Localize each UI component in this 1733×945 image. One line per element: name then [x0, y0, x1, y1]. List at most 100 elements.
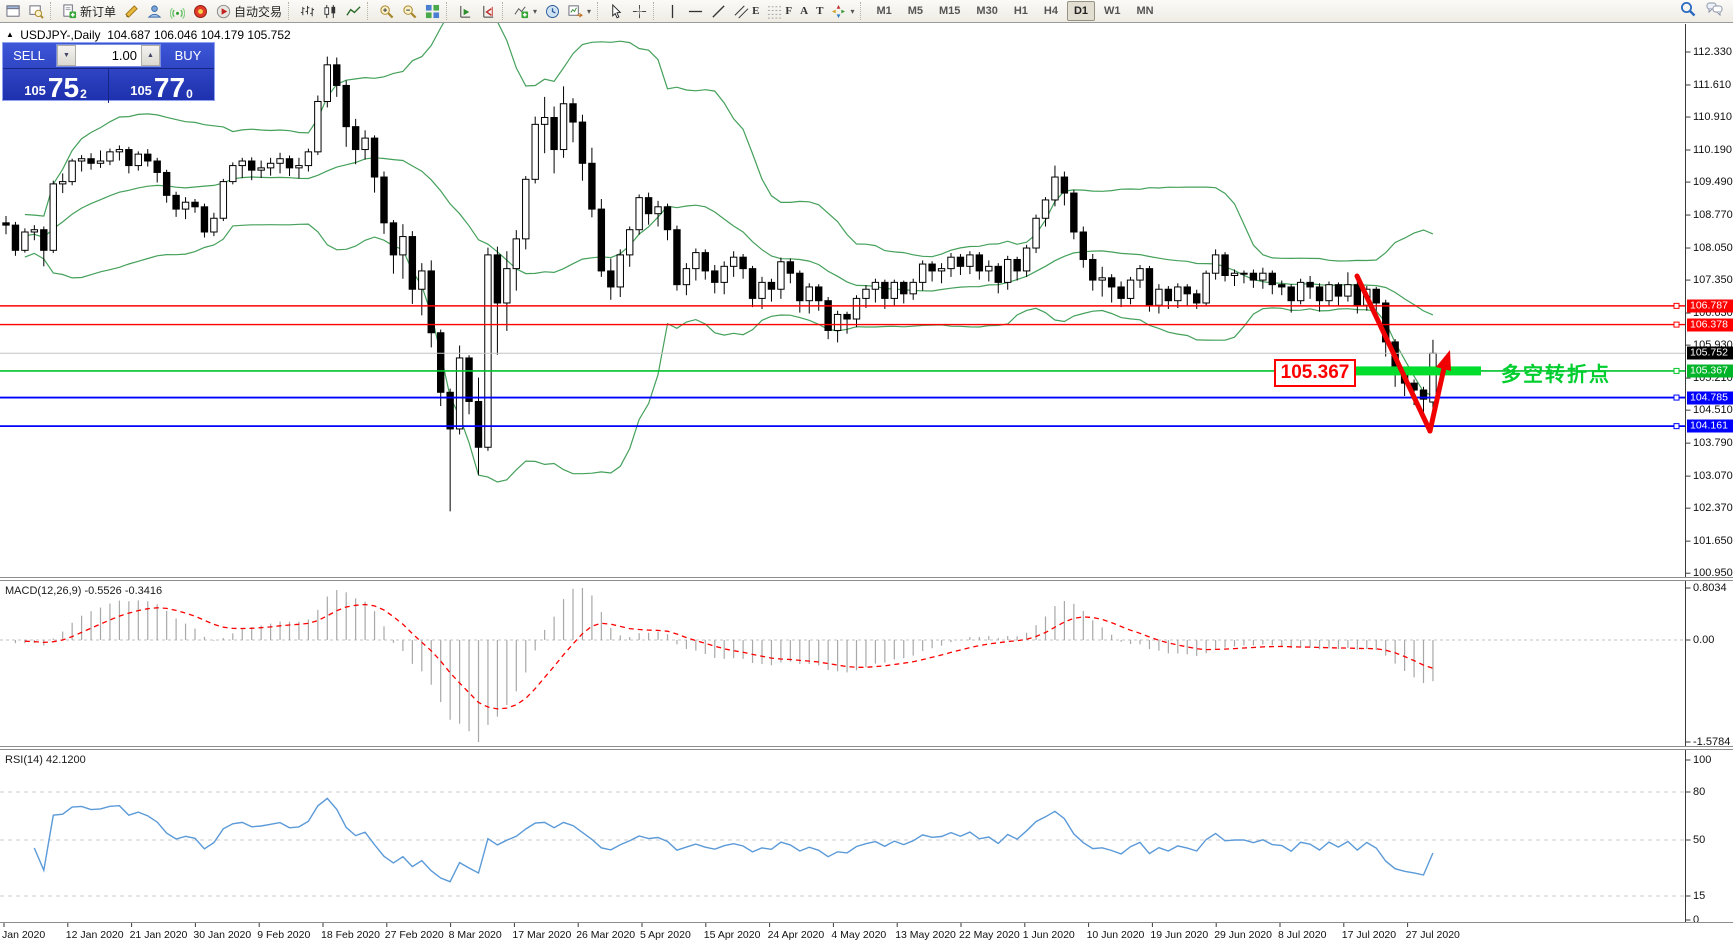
rsi-panel-divider[interactable]: [0, 746, 1733, 750]
candle-body: [40, 229, 48, 251]
zoom-in-button[interactable]: [375, 0, 398, 22]
bollinger-lower-band[interactable]: [24, 223, 1434, 483]
indicators-button[interactable]: ▾: [510, 0, 541, 22]
line-chart-button[interactable]: [342, 0, 365, 22]
zoom-out-button[interactable]: [398, 0, 421, 22]
price-tick-label: 110.190: [1693, 144, 1732, 156]
price-tick-label: 100.950: [1693, 567, 1733, 580]
horizontal-line-button[interactable]: [684, 0, 707, 22]
periods-button[interactable]: [541, 0, 564, 22]
text-glyph-icon: A: [800, 5, 809, 17]
line-handle[interactable]: [1673, 367, 1680, 374]
candle-body: [1060, 176, 1069, 194]
equidistant-channel-button[interactable]: E: [730, 0, 763, 22]
candle-body: [30, 229, 39, 233]
candle-body: [550, 116, 558, 151]
red-arrow-up-stroke[interactable]: [1427, 365, 1447, 434]
arrows-button[interactable]: ▾: [827, 0, 858, 22]
price-annotation-box[interactable]: 105.367: [1274, 359, 1356, 387]
candle-body: [77, 158, 86, 162]
trendline-button[interactable]: [707, 0, 730, 22]
vertical-line-icon: [665, 4, 680, 19]
buy-price[interactable]: 105 77 0: [109, 69, 214, 103]
candle-body: [493, 254, 502, 304]
red-arrow-head: [1436, 350, 1451, 371]
volume-increase-button[interactable]: ▲: [141, 45, 160, 66]
timeframe-button-H4[interactable]: H4: [1043, 5, 1058, 17]
line-handle[interactable]: [1673, 394, 1680, 401]
fibonacci-button[interactable]: F: [763, 0, 796, 22]
rsi-line[interactable]: [33, 797, 1434, 883]
candle-body: [909, 281, 917, 295]
mql-compass-button[interactable]: [120, 0, 143, 22]
text-label-button[interactable]: T: [812, 0, 827, 22]
sell-button[interactable]: SELL: [13, 48, 45, 63]
toolbar-separator: [653, 2, 659, 20]
bollinger-middle-band[interactable]: [24, 157, 1434, 316]
market-button[interactable]: [189, 0, 212, 22]
candle-body: [1259, 272, 1267, 281]
buy-button[interactable]: BUY: [174, 48, 202, 63]
new-order-button[interactable]: 新订单: [58, 0, 120, 22]
auto-scroll-button[interactable]: [454, 0, 477, 22]
candle-body: [1174, 286, 1182, 302]
timeframe-button-W1[interactable]: W1: [1104, 5, 1121, 17]
buy-price-sup: 0: [186, 87, 193, 101]
candle-body: [1306, 281, 1314, 288]
date-label: 4 May 2020: [831, 929, 887, 941]
line-handle[interactable]: [1673, 302, 1680, 309]
candle-body: [1098, 277, 1106, 281]
candle-body: [1089, 258, 1097, 281]
candlestick-chart-button[interactable]: [319, 0, 342, 22]
sell-price[interactable]: 105 75 2: [3, 69, 109, 103]
crosshair-button[interactable]: [628, 0, 651, 22]
candle-body: [682, 268, 691, 286]
search-icon[interactable]: [1680, 1, 1696, 22]
macd-signal-line[interactable]: [24, 603, 1434, 710]
candle-body: [654, 206, 662, 215]
candle-body: [210, 217, 218, 233]
timeframe-button-M1[interactable]: M1: [876, 5, 892, 17]
one-click-trade-panel: SELL ▼ 1.00 ▲ BUY 105 75 2 105 77 0: [2, 42, 215, 103]
green-highlight-bar[interactable]: [1352, 366, 1481, 376]
volume-stepper: ▼ 1.00 ▲: [56, 44, 161, 67]
community-button[interactable]: [143, 0, 166, 22]
chart-shift-button[interactable]: [477, 0, 500, 22]
preview-button[interactable]: [25, 0, 48, 22]
candle-body: [644, 197, 653, 215]
candle-body: [1126, 279, 1135, 299]
candle-body: [11, 224, 20, 251]
timeframe-button-MN[interactable]: MN: [1136, 5, 1154, 17]
line-handle[interactable]: [1673, 423, 1680, 430]
candle-body: [956, 256, 965, 267]
tile-windows-button[interactable]: [421, 0, 444, 22]
chat-icon[interactable]: [1706, 1, 1723, 21]
bar-chart-button[interactable]: [296, 0, 319, 22]
timeframe-button-M30[interactable]: M30: [976, 5, 998, 17]
timeframe-button-M5[interactable]: M5: [907, 5, 924, 17]
red-arrow-down-stroke[interactable]: [1354, 273, 1433, 434]
charts-window-button[interactable]: [2, 0, 25, 22]
timeframe-button-H1[interactable]: H1: [1013, 5, 1028, 17]
candle-body: [200, 206, 209, 233]
macd-panel-divider[interactable]: [0, 577, 1733, 581]
text-button[interactable]: A: [796, 0, 812, 22]
bollinger-upper-band[interactable]: [24, 3, 1434, 262]
turning-point-annotation[interactable]: 多空转折点: [1501, 364, 1611, 386]
templates-button[interactable]: ▾: [564, 0, 595, 22]
volume-input[interactable]: 1.00: [111, 48, 137, 63]
cursor-button[interactable]: [605, 0, 628, 22]
signals-button[interactable]: [166, 0, 189, 22]
timeframe-button-D1[interactable]: D1: [1066, 1, 1096, 21]
autotrading-button[interactable]: 自动交易: [212, 0, 286, 22]
vertical-line-button[interactable]: [661, 0, 684, 22]
volume-decrease-button[interactable]: ▼: [57, 45, 76, 66]
date-label: 13 May 2020: [895, 929, 956, 941]
rsi-axis-label: 0: [1693, 914, 1700, 926]
timeframe-button-M15[interactable]: M15: [939, 5, 961, 17]
candle-body: [607, 270, 615, 288]
candle-body: [767, 281, 776, 290]
line-handle[interactable]: [1673, 321, 1680, 328]
signals-icon: [170, 4, 186, 19]
